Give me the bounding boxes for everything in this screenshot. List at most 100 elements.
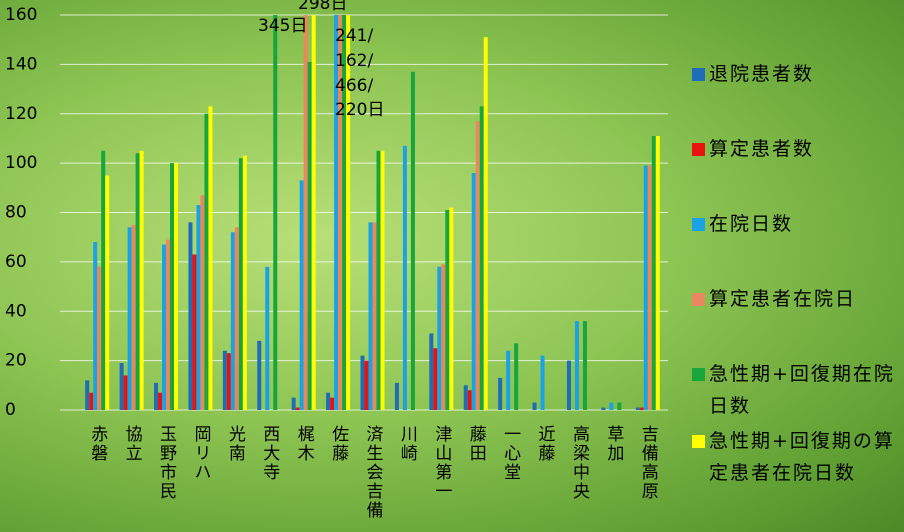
bar — [377, 151, 381, 410]
bar — [437, 267, 441, 410]
bar — [200, 195, 204, 410]
bar — [162, 245, 166, 410]
bar — [188, 222, 192, 410]
bar — [136, 153, 140, 410]
bar — [239, 158, 243, 410]
bar — [166, 240, 170, 410]
legend-swatch — [692, 68, 705, 81]
legend-swatch — [692, 293, 705, 306]
bar — [369, 222, 373, 410]
bar — [140, 151, 144, 410]
bar — [89, 393, 93, 410]
bar — [441, 264, 445, 410]
bar — [373, 222, 377, 410]
x-tick-label: 高梁中央 — [569, 425, 590, 501]
legend-swatch — [692, 218, 705, 231]
bar — [514, 343, 518, 410]
x-tick-label: 岡リハ — [190, 425, 210, 482]
legend-item: 在院日数 — [692, 208, 895, 240]
y-tick-label: 80 — [5, 203, 27, 223]
bar — [292, 398, 296, 410]
x-tick-label: 玉野市民 — [156, 425, 177, 501]
bar — [652, 136, 656, 410]
y-tick-label: 120 — [5, 104, 37, 124]
x-tick-label: 一心堂 — [500, 425, 521, 482]
bar — [617, 403, 621, 410]
bar — [97, 267, 101, 410]
bar — [464, 385, 468, 410]
annotation: 241/ — [335, 26, 373, 46]
bar — [204, 114, 208, 410]
bar — [476, 121, 480, 410]
bar — [449, 208, 453, 410]
bar — [93, 242, 97, 410]
bar — [227, 353, 231, 410]
legend-label: 急性期+回復期の算定患者在院日数 — [709, 425, 895, 489]
legend-item: 退院患者数 — [692, 58, 895, 90]
bar — [656, 136, 660, 410]
bar — [429, 333, 433, 410]
x-tick-label: 佐藤 — [328, 425, 349, 463]
bar — [174, 163, 178, 410]
bar — [192, 254, 196, 410]
bar — [128, 227, 132, 410]
annotation: 466/ — [335, 76, 373, 96]
x-tick-label: 済生会吉備 — [363, 425, 384, 520]
legend-label: 急性期+回復期在院日数 — [709, 358, 895, 422]
bar — [484, 37, 488, 410]
legend-swatch — [692, 435, 705, 448]
x-tick-label: 草加 — [603, 425, 624, 463]
y-tick-label: 20 — [5, 351, 27, 371]
bar — [170, 163, 174, 410]
x-tick-label: 津山第一 — [431, 425, 452, 501]
bar — [583, 321, 587, 410]
bar — [498, 378, 502, 410]
x-tick-label: 吉備高原 — [638, 425, 659, 501]
bar — [648, 166, 652, 410]
bar — [273, 0, 277, 410]
bar — [445, 210, 449, 410]
x-tick-label: 川崎 — [397, 425, 418, 463]
bar — [304, 0, 308, 410]
x-tick-label: 協立 — [122, 425, 143, 463]
bar — [403, 146, 407, 410]
bar — [644, 166, 648, 410]
x-tick-label: 光南 — [225, 425, 246, 463]
bar — [312, 0, 316, 410]
legend-item: 算定患者数 — [692, 133, 895, 165]
bar — [243, 156, 247, 410]
bar — [326, 393, 330, 410]
legend-swatch — [692, 143, 705, 156]
bar — [330, 398, 334, 410]
bar — [575, 321, 579, 410]
bar — [636, 408, 640, 410]
x-tick-label: 梶木 — [294, 425, 315, 463]
bar — [124, 375, 128, 410]
bar — [300, 180, 304, 410]
annotation: 162/ — [335, 51, 373, 71]
bar — [235, 227, 239, 410]
bar — [433, 348, 437, 410]
bar — [105, 175, 109, 410]
x-tick-label: 近藤 — [535, 425, 556, 463]
bar — [101, 151, 105, 410]
bar — [257, 341, 261, 410]
page: 020406080100120140160赤磐協立玉野市民岡リハ光南西大寺梶木佐… — [0, 0, 904, 532]
y-tick-label: 160 — [5, 5, 37, 25]
bar — [223, 351, 227, 410]
y-tick-label: 0 — [5, 400, 16, 420]
bar — [609, 403, 613, 410]
x-tick-label: 藤田 — [466, 425, 487, 463]
bar — [506, 351, 510, 410]
annotation: 220日 — [335, 100, 384, 120]
bar — [158, 393, 162, 410]
bar — [395, 383, 399, 410]
legend-item: 算定患者在院日 — [692, 283, 895, 315]
bar — [365, 361, 369, 410]
bar — [308, 62, 312, 410]
bar — [265, 267, 269, 410]
bar — [231, 232, 235, 410]
bar — [480, 106, 484, 410]
bar — [296, 408, 300, 410]
y-tick-label: 60 — [5, 252, 27, 272]
